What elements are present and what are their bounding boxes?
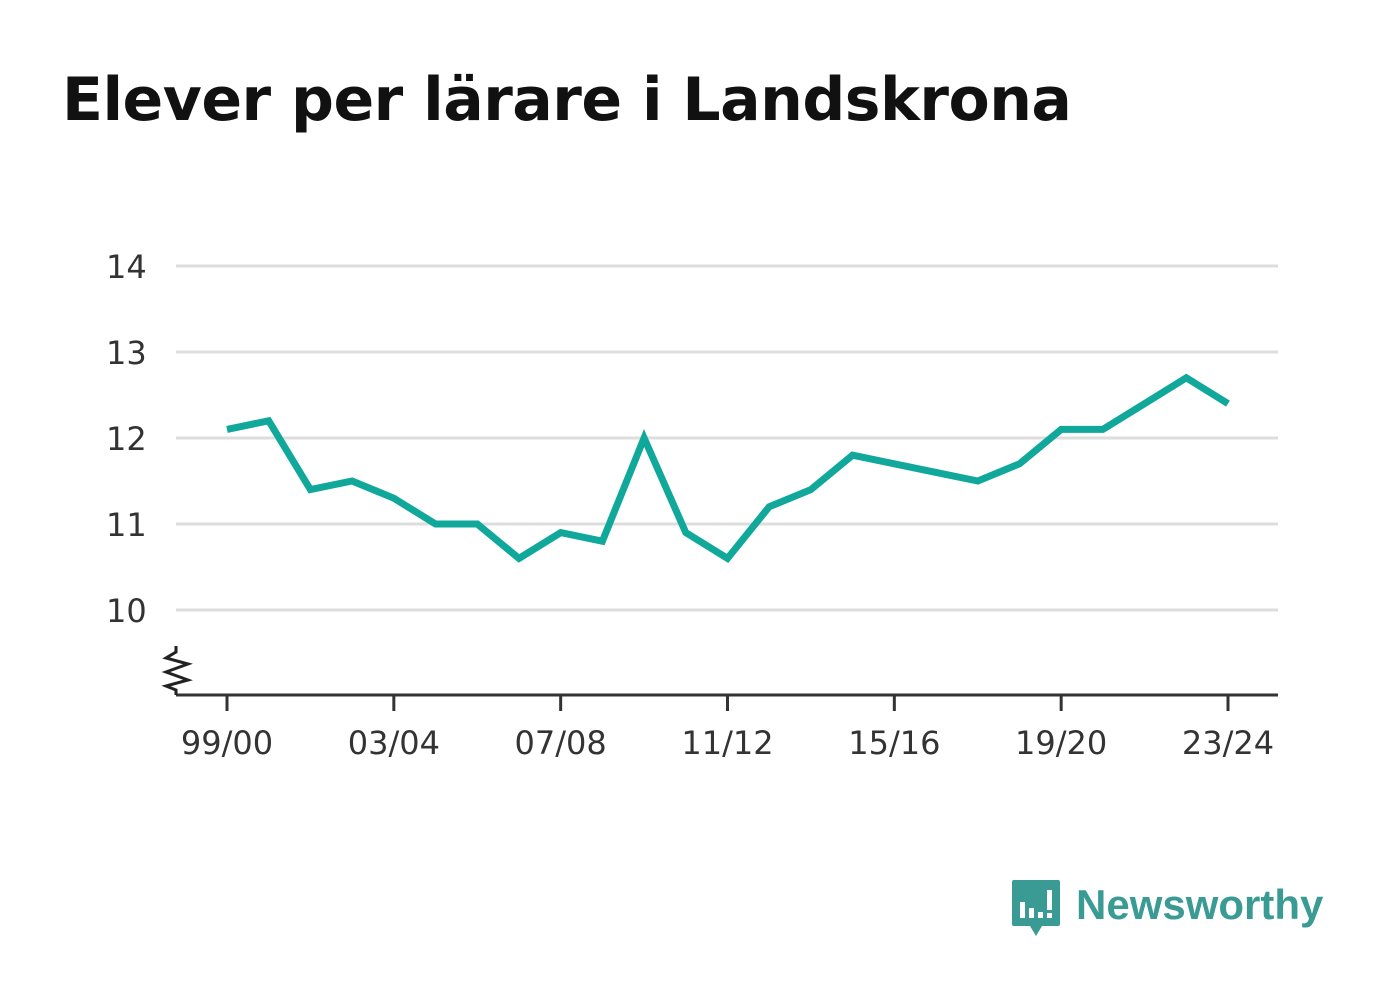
x-tick-label: 11/12 [681, 724, 773, 762]
x-tick-label: 15/16 [848, 724, 940, 762]
x-tick-label: 99/00 [181, 724, 273, 762]
grid-lines [176, 264, 1278, 612]
newsworthy-logo-icon [1012, 880, 1060, 936]
y-tick-label: 12 [106, 420, 147, 458]
axis-break-icon [161, 646, 193, 695]
y-tick-label: 11 [106, 506, 147, 544]
chart-title: Elever per lärare i Landskrona [62, 65, 1072, 135]
x-axis-ticks: 99/00 03/04 07/08 11/12 15/16 19/20 23/24 [181, 695, 1274, 762]
series-layer [226, 373, 1230, 563]
series-line [226, 373, 1230, 563]
brand-logo: Newsworthy [1010, 878, 1323, 944]
x-axis [161, 646, 1278, 697]
y-tick-label: 14 [106, 248, 147, 286]
y-axis-ticks: 10 11 12 13 14 [106, 248, 147, 630]
y-tick-label: 13 [106, 334, 147, 372]
x-tick-label: 23/24 [1182, 724, 1274, 762]
x-tick-label: 19/20 [1015, 724, 1107, 762]
x-tick-label: 07/08 [515, 724, 607, 762]
x-tick-label: 03/04 [348, 724, 440, 762]
y-tick-label: 10 [106, 592, 147, 630]
brand-name: Newsworthy [1076, 881, 1324, 928]
